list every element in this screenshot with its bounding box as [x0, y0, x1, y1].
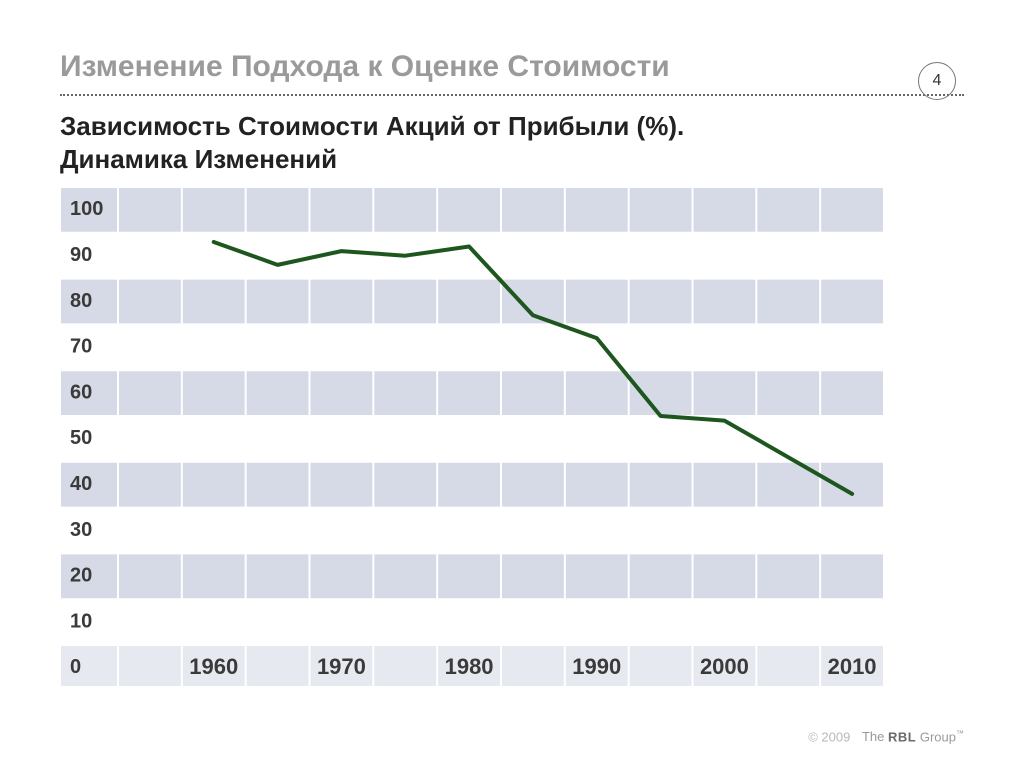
y-tick-label: 30 — [70, 519, 92, 541]
y-row-band — [60, 370, 884, 416]
y-row-band — [60, 462, 884, 508]
x-tick-label: 1980 — [445, 654, 494, 679]
y-tick-label: 40 — [70, 473, 92, 495]
page-number-badge: 4 — [918, 62, 956, 100]
divider-dots — [60, 94, 964, 96]
y-tick-label: 90 — [70, 244, 92, 266]
x-tick-label: 1970 — [317, 654, 366, 679]
brand-rbl: RBL — [888, 729, 916, 744]
y-row-band — [60, 553, 884, 599]
y-tick-label: 100 — [70, 198, 103, 220]
y-row-band — [60, 324, 884, 370]
y-tick-label: 10 — [70, 610, 92, 632]
y-tick-label: 70 — [70, 336, 92, 358]
y-row-band — [60, 187, 884, 233]
footer: © 2009 The RBL Group™ — [808, 729, 964, 744]
y-row-band — [60, 416, 884, 462]
brand-group: Group — [920, 729, 956, 744]
chart-svg: 1009080706050403020100196019701980199020… — [60, 187, 884, 687]
slide-title: Изменение Подхода к Оценке Стоимости — [60, 50, 964, 84]
line-chart: 1009080706050403020100196019701980199020… — [60, 187, 884, 687]
y-row-band — [60, 508, 884, 554]
subtitle-line-2: Динамика Изменений — [60, 143, 964, 176]
x-tick-label: 2010 — [828, 654, 877, 679]
y-tick-label: 50 — [70, 427, 92, 449]
chart-subtitle: Зависимость Стоимости Акций от Прибыли (… — [60, 110, 964, 175]
x-tick-label: 1990 — [572, 654, 621, 679]
x-tick-label: 2000 — [700, 654, 749, 679]
x-tick-label: 1960 — [189, 654, 238, 679]
page-number: 4 — [933, 72, 942, 90]
slide: Изменение Подхода к Оценке Стоимости 4 З… — [0, 0, 1024, 768]
y-tick-label: 0 — [70, 656, 81, 678]
y-tick-label: 20 — [70, 565, 92, 587]
brand-the: The — [862, 729, 884, 744]
y-row-band — [60, 599, 884, 645]
copyright: © 2009 — [808, 729, 850, 744]
y-row-band — [60, 279, 884, 325]
y-tick-label: 60 — [70, 381, 92, 403]
y-tick-label: 80 — [70, 290, 92, 312]
trademark-icon: ™ — [956, 729, 964, 738]
subtitle-line-1: Зависимость Стоимости Акций от Прибыли (… — [60, 110, 964, 143]
y-row-band — [60, 233, 884, 279]
